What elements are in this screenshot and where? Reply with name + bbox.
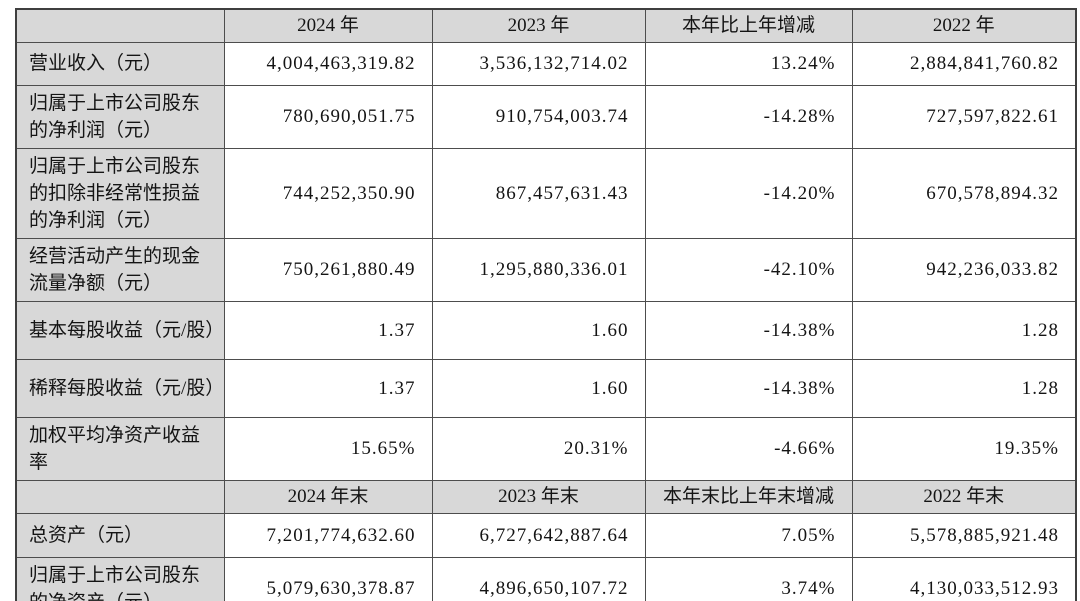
header-row-annual: 2024 年 2023 年 本年比上年增减 2022 年 <box>15 8 1077 43</box>
table-row-diluted-eps: 稀释每股收益（元/股） 1.37 1.60 -14.38% 1.28 <box>15 358 1077 418</box>
row-label: 归属于上市公司股东的净资产（元） <box>15 556 225 601</box>
col-header-2024-end: 2024 年末 <box>223 479 433 514</box>
row-label: 归属于上市公司股东的扣除非经常性损益的净利润（元） <box>15 147 225 239</box>
row-label: 基本每股收益（元/股） <box>15 300 225 360</box>
col-header-2022-end: 2022 年末 <box>851 479 1077 514</box>
value-cell-2022: 4,130,033,512.93 <box>851 556 1077 601</box>
value-cell-2022: 19.35% <box>851 416 1077 481</box>
value-cell-2024: 1.37 <box>223 300 433 360</box>
col-header-2024: 2024 年 <box>223 8 433 43</box>
value-cell-2022: 670,578,894.32 <box>851 147 1077 239</box>
financial-summary-table: 2024 年 2023 年 本年比上年增减 2022 年 营业收入（元） 4,0… <box>15 8 1077 601</box>
row-label: 加权平均净资产收益率 <box>15 416 225 481</box>
table-row-operating-cash-flow: 经营活动产生的现金流量净额（元） 750,261,880.49 1,295,88… <box>15 237 1077 302</box>
value-cell-change: -42.10% <box>644 237 853 302</box>
value-cell-change: -4.66% <box>644 416 853 481</box>
table-row-net-profit-excl-nonrecurring: 归属于上市公司股东的扣除非经常性损益的净利润（元） 744,252,350.90… <box>15 147 1077 239</box>
value-cell-change: 13.24% <box>644 41 853 86</box>
value-cell-2023: 910,754,003.74 <box>431 84 646 149</box>
value-cell-2024: 15.65% <box>223 416 433 481</box>
value-cell-2022: 1.28 <box>851 358 1077 418</box>
value-cell-2024: 5,079,630,378.87 <box>223 556 433 601</box>
value-cell-2023: 1.60 <box>431 358 646 418</box>
value-cell-2024: 1.37 <box>223 358 433 418</box>
value-cell-2022: 2,884,841,760.82 <box>851 41 1077 86</box>
value-cell-2022: 942,236,033.82 <box>851 237 1077 302</box>
value-cell-2023: 6,727,642,887.64 <box>431 512 646 558</box>
table-row-total-assets: 总资产（元） 7,201,774,632.60 6,727,642,887.64… <box>15 512 1077 558</box>
value-cell-2023: 867,457,631.43 <box>431 147 646 239</box>
table-row-net-profit: 归属于上市公司股东的净利润（元） 780,690,051.75 910,754,… <box>15 84 1077 149</box>
value-cell-change: -14.38% <box>644 358 853 418</box>
corner-cell <box>15 8 225 43</box>
value-cell-change: 7.05% <box>644 512 853 558</box>
value-cell-2023: 20.31% <box>431 416 646 481</box>
value-cell-2024: 4,004,463,319.82 <box>223 41 433 86</box>
value-cell-2024: 744,252,350.90 <box>223 147 433 239</box>
value-cell-change: -14.38% <box>644 300 853 360</box>
row-label: 归属于上市公司股东的净利润（元） <box>15 84 225 149</box>
value-cell-2022: 1.28 <box>851 300 1077 360</box>
value-cell-2023: 4,896,650,107.72 <box>431 556 646 601</box>
row-label: 经营活动产生的现金流量净额（元） <box>15 237 225 302</box>
value-cell-change: 3.74% <box>644 556 853 601</box>
value-cell-2023: 1,295,880,336.01 <box>431 237 646 302</box>
value-cell-change: -14.20% <box>644 147 853 239</box>
value-cell-2022: 5,578,885,921.48 <box>851 512 1077 558</box>
value-cell-2022: 727,597,822.61 <box>851 84 1077 149</box>
table-row-revenue: 营业收入（元） 4,004,463,319.82 3,536,132,714.0… <box>15 41 1077 86</box>
col-header-2023: 2023 年 <box>431 8 646 43</box>
row-label: 总资产（元） <box>15 512 225 558</box>
row-label: 稀释每股收益（元/股） <box>15 358 225 418</box>
value-cell-2024: 750,261,880.49 <box>223 237 433 302</box>
value-cell-2024: 780,690,051.75 <box>223 84 433 149</box>
value-cell-2023: 1.60 <box>431 300 646 360</box>
col-header-yearend-change: 本年末比上年末增减 <box>644 479 853 514</box>
table-row-net-assets: 归属于上市公司股东的净资产（元） 5,079,630,378.87 4,896,… <box>15 556 1077 601</box>
table-row-weighted-avg-roe: 加权平均净资产收益率 15.65% 20.31% -4.66% 19.35% <box>15 416 1077 481</box>
value-cell-change: -14.28% <box>644 84 853 149</box>
table-row-basic-eps: 基本每股收益（元/股） 1.37 1.60 -14.38% 1.28 <box>15 300 1077 360</box>
col-header-2022: 2022 年 <box>851 8 1077 43</box>
value-cell-2024: 7,201,774,632.60 <box>223 512 433 558</box>
value-cell-2023: 3,536,132,714.02 <box>431 41 646 86</box>
col-header-yoy-change: 本年比上年增减 <box>644 8 853 43</box>
col-header-2023-end: 2023 年末 <box>431 479 646 514</box>
header-row-year-end: 2024 年末 2023 年末 本年末比上年末增减 2022 年末 <box>15 479 1077 514</box>
corner-cell <box>15 479 225 514</box>
row-label: 营业收入（元） <box>15 41 225 86</box>
